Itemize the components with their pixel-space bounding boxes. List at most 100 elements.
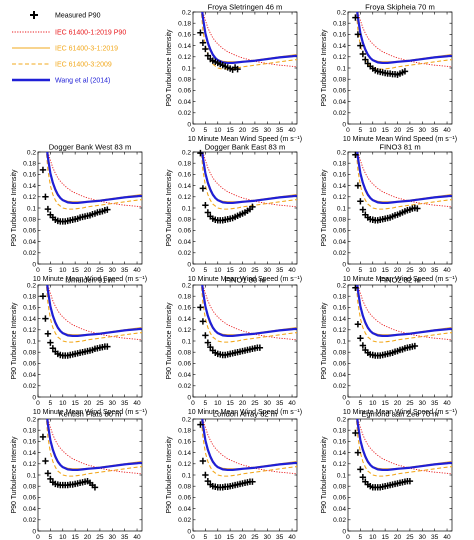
y-tick-label: 0.02 — [23, 250, 36, 257]
x-tick-label: 20 — [84, 400, 92, 407]
measured-point — [44, 205, 52, 213]
y-tick-label: 0.08 — [333, 350, 346, 357]
panel-title: Froya Skipheia 70 m — [365, 3, 435, 12]
series-line — [202, 285, 297, 341]
x-tick-label: 10 — [214, 534, 222, 540]
legend-label: IEC 61400-1:2019 P90 — [55, 30, 126, 37]
x-tick-label: 20 — [394, 534, 402, 540]
series-line — [355, 12, 452, 70]
y-tick-label: 0.08 — [333, 484, 346, 491]
y-tick-label: 0.08 — [23, 217, 36, 224]
x-tick-label: 0 — [346, 400, 350, 407]
x-tick-label: 30 — [264, 534, 272, 540]
x-axis-label: 10 Minute Mean Wind Speed (m s⁻¹) — [343, 409, 457, 416]
series-line — [356, 285, 452, 338]
series-line — [355, 152, 452, 210]
x-tick-label: 20 — [394, 400, 402, 407]
plot-frame — [37, 151, 143, 265]
y-tick-label: 0.02 — [178, 517, 191, 524]
y-tick-label: 0.08 — [178, 77, 191, 84]
panel-title: Kentish Flats 80 m — [59, 410, 122, 419]
y-tick-label: 0.2 — [27, 416, 36, 423]
x-tick-label: 10 — [59, 267, 67, 274]
legend-label: Wang et al (2014) — [55, 78, 110, 85]
y-axis-label: P90 Turbulence Intensity — [321, 29, 328, 107]
x-tick-label: 10 — [214, 127, 222, 134]
chart-panel-8: 0 0.02 0.04 0.06 0.08 0.1 0.12 0.14 0.16 0.18 0.2 0… — [321, 276, 457, 417]
series-line — [202, 152, 297, 208]
series-line — [356, 419, 452, 472]
chart-panel-11: 0 0.02 0.04 0.06 0.08 0.1 0.12 0.14 0.16 0.18 0.2 0… — [321, 410, 453, 540]
measured-point — [49, 345, 57, 352]
x-tick-label: 15 — [381, 127, 389, 134]
x-tick-label: 35 — [431, 534, 439, 540]
x-tick-label: 5 — [49, 400, 53, 407]
measured-point — [249, 478, 256, 485]
x-tick-label: 0 — [346, 127, 350, 134]
x-tick-label: 20 — [394, 127, 402, 134]
measured-point — [204, 339, 212, 346]
y-tick-label: 0.16 — [333, 305, 346, 312]
y-tick-label: 0.06 — [178, 361, 191, 368]
y-tick-label: 0.14 — [333, 450, 346, 457]
panel-title: Dogger Bank East 83 m — [205, 143, 286, 152]
measured-point — [362, 56, 369, 63]
x-tick-label: 25 — [406, 267, 414, 274]
y-tick-label: 0.18 — [23, 428, 36, 435]
panel-title: Egmond aan Zee 70 m — [361, 410, 438, 419]
y-tick-label: 0.08 — [178, 484, 191, 491]
y-tick-label: 0.16 — [23, 305, 36, 312]
measured-point — [406, 477, 414, 485]
x-axis-label: 10 Minute Mean Wind Speed (m s⁻¹) — [343, 136, 457, 143]
chart-panel-9: 0 0.02 0.04 0.06 0.08 0.1 0.12 0.14 0.16 0.18 0.2 0… — [11, 410, 143, 540]
x-tick-label: 20 — [84, 267, 92, 274]
series-line — [46, 419, 142, 472]
measured-point — [249, 203, 256, 211]
y-tick-label: 0.1 — [182, 65, 191, 72]
measured-point — [42, 193, 49, 200]
measured-point — [357, 198, 364, 205]
y-tick-label: 0.04 — [178, 372, 191, 379]
y-tick-label: 0.14 — [178, 316, 191, 323]
chart-panel-5: 0 0.02 0.04 0.06 0.08 0.1 0.12 0.14 0.16 0.18 0.2 0… — [321, 143, 457, 284]
x-tick-label: 5 — [359, 127, 363, 134]
y-tick-label: 0.08 — [178, 350, 191, 357]
y-tick-label: 0.16 — [333, 32, 346, 39]
y-axis-label: P90 Turbulence Intensity — [166, 302, 173, 380]
series-line — [46, 152, 142, 205]
y-tick-label: 0.12 — [333, 54, 346, 61]
y-tick-label: 0.18 — [333, 161, 346, 168]
x-tick-label: 0 — [191, 400, 195, 407]
series-line — [47, 419, 142, 475]
y-tick-label: 0.16 — [178, 439, 191, 446]
x-tick-label: 25 — [251, 127, 259, 134]
x-tick-label: 10 — [369, 127, 377, 134]
x-axis-label: 10 Minute Mean Wind Speed (m s⁻¹) — [188, 409, 302, 416]
y-tick-label: 0.02 — [23, 383, 36, 390]
chart-panel-2: 0 0.02 0.04 0.06 0.08 0.1 0.12 0.14 0.16 0.18 0.2 0… — [321, 3, 457, 144]
x-tick-label: 10 — [59, 534, 67, 540]
y-tick-label: 0.18 — [178, 428, 191, 435]
y-tick-label: 0.08 — [333, 77, 346, 84]
y-tick-label: 0 — [187, 261, 191, 268]
y-tick-label: 0.2 — [182, 282, 191, 289]
y-tick-label: 0.06 — [333, 361, 346, 368]
legend-label: Measured P90 — [55, 13, 101, 20]
x-tick-label: 20 — [239, 267, 247, 274]
x-tick-label: 5 — [204, 400, 208, 407]
measured-point — [39, 293, 47, 300]
y-axis-label: P90 Turbulence Intensity — [321, 436, 328, 514]
x-tick-label: 30 — [264, 400, 272, 407]
measured-point — [44, 330, 52, 337]
x-tick-label: 40 — [288, 534, 296, 540]
y-tick-label: 0.14 — [333, 316, 346, 323]
y-tick-label: 0.1 — [337, 338, 346, 345]
y-tick-label: 0.18 — [178, 161, 191, 168]
plot-frame — [192, 151, 298, 265]
x-tick-label: 5 — [204, 127, 208, 134]
y-tick-label: 0.06 — [178, 228, 191, 235]
y-tick-label: 0.18 — [333, 294, 346, 301]
x-tick-label: 20 — [239, 127, 247, 134]
x-tick-label: 35 — [276, 534, 284, 540]
x-tick-label: 30 — [264, 267, 272, 274]
